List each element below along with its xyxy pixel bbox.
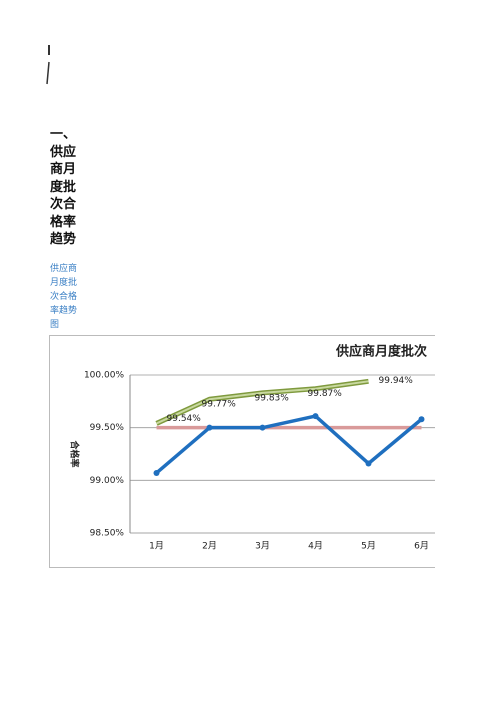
- x-tick-label: 5月: [361, 541, 376, 552]
- data-label: 99.87%: [308, 389, 343, 399]
- chart-frame: [49, 335, 435, 568]
- data-label: 99.83%: [255, 393, 290, 403]
- data-label: 99.94%: [379, 376, 414, 386]
- x-tick-label: 4月: [308, 541, 323, 552]
- y-tick-label: 100.00%: [84, 371, 124, 381]
- series-point: [153, 469, 160, 476]
- series-line: [156, 380, 369, 425]
- y-tick-label: 98.50%: [90, 529, 125, 539]
- y-tick-label: 99.00%: [90, 476, 125, 486]
- chart-area: 供应商月度批次 合格率 98.50% 99.00% 99.50% 100.00% 1月 2…: [49, 335, 435, 568]
- series-point: [418, 416, 425, 423]
- data-label: 99.54%: [167, 414, 202, 424]
- mark: [46, 61, 50, 85]
- mark: [48, 45, 50, 55]
- x-tick-label: 3月: [255, 541, 270, 552]
- section-heading: 一、供应商月度批次合格率趋势: [50, 127, 77, 247]
- chart-title: 供应商月度批次: [335, 344, 427, 360]
- series-point: [312, 413, 319, 420]
- series-point: [206, 424, 213, 431]
- figure-caption: 供应商月度批次合格率趋势图: [50, 264, 78, 330]
- series-line: [155, 414, 423, 475]
- y-tick-label: 99.50%: [90, 423, 125, 433]
- y-axis-label: 合格率: [69, 440, 81, 467]
- x-tick-label: 1月: [149, 541, 164, 552]
- x-tick-label: 6月: [414, 541, 429, 552]
- x-tick-label: 2月: [202, 541, 217, 552]
- series-point: [365, 460, 372, 467]
- series-point: [259, 424, 266, 431]
- data-label: 99.77%: [202, 400, 237, 410]
